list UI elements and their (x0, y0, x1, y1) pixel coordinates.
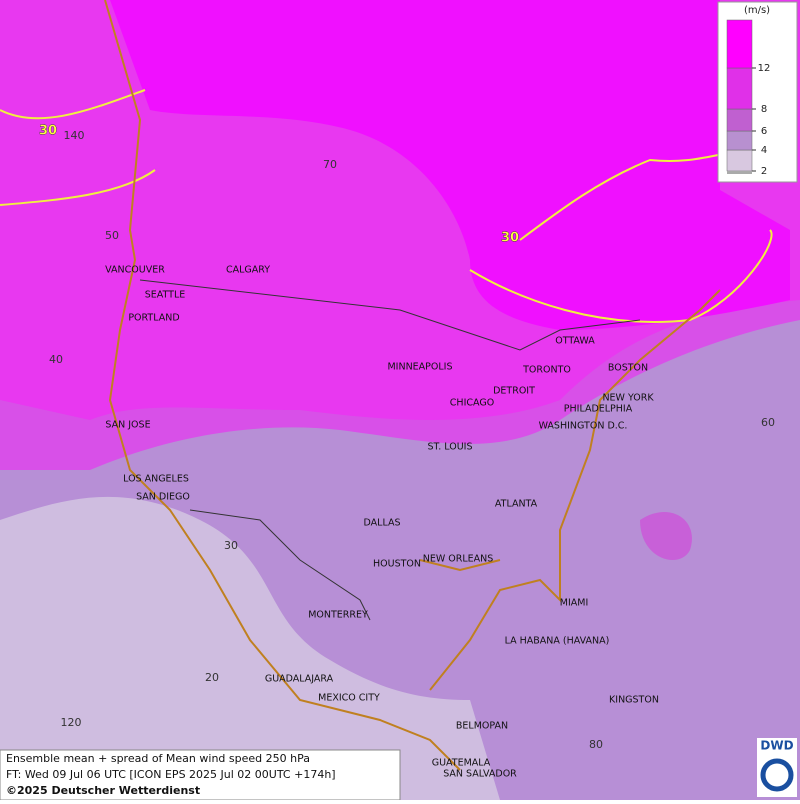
speed-band-max (110, 0, 790, 330)
city-label: NEW YORK (602, 393, 654, 404)
city-label: KINGSTON (609, 695, 659, 706)
city-label: SEATTLE (145, 290, 186, 301)
city-label: OTTAWA (555, 336, 595, 347)
footer-forecast: FT: Wed 09 Jul 06 UTC [ICON EPS 2025 Jul… (6, 768, 336, 781)
logo-icon (760, 758, 794, 792)
grid-label: 40 (49, 353, 63, 366)
city-label: CHICAGO (450, 398, 494, 409)
legend-swatch (726, 149, 753, 172)
city-label: PHILADELPHIA (564, 404, 633, 415)
border (139, 279, 641, 621)
legend-unit: (m/s) (744, 5, 770, 16)
contour-label: 30 (39, 124, 57, 139)
city-label: MEXICO CITY (318, 693, 380, 704)
city-label: LOS ANGELES (123, 474, 189, 485)
city-label: NEW ORLEANS (423, 554, 494, 565)
city-label: PORTLAND (128, 313, 179, 324)
legend-swatch (726, 130, 753, 151)
legend-swatch (726, 108, 753, 132)
city-label: HOUSTON (373, 559, 421, 570)
city-label: DETROIT (493, 386, 535, 397)
city-label: SAN SALVADOR (443, 769, 517, 780)
city-label: DALLAS (364, 518, 401, 529)
city-label: GUADALAJARA (265, 674, 334, 685)
footer-title: Ensemble mean + spread of Mean wind spee… (6, 752, 310, 765)
speed-band-low (0, 496, 500, 800)
legend-swatch (726, 67, 753, 110)
grid-label: 60 (761, 416, 775, 429)
grid-label: 120 (61, 716, 82, 729)
city-label: WASHINGTON D.C. (539, 421, 628, 432)
city-label: TORONTO (522, 365, 571, 376)
grid-label: 140 (64, 129, 85, 142)
coastline (104, 0, 721, 771)
city-label: LA HABANA (HAVANA) (505, 636, 610, 647)
city-label: SAN JOSE (105, 420, 150, 431)
logo-text: DWD (760, 739, 793, 753)
city-label: BOSTON (608, 363, 648, 374)
city-label: MINNEAPOLIS (387, 362, 452, 373)
city-label: MONTERREY (308, 610, 368, 621)
contour-label: 30 (501, 231, 519, 246)
city-label: SAN DIEGO (136, 492, 190, 503)
grid-label: 80 (589, 738, 603, 751)
legend-tick-label: 6 (761, 126, 767, 137)
city-label: ATLANTA (495, 499, 538, 510)
city-label: GUATEMALA (432, 758, 491, 769)
legend: (m/s) 2 4 6 8 12 (717, 1, 798, 183)
legend-swatch (727, 171, 752, 174)
contour-30 (0, 89, 773, 323)
legend-tick-label: 12 (758, 63, 771, 74)
grid-label: 70 (323, 158, 337, 171)
city-label: MIAMI (560, 598, 589, 609)
grid-label: 50 (105, 229, 119, 242)
footer-copyright: ©2025 Deutscher Wetterdienst (6, 784, 200, 797)
city-label: VANCOUVER (105, 265, 165, 276)
grid-label: 30 (224, 539, 238, 552)
speed-patch (640, 511, 692, 560)
legend-swatch (726, 19, 753, 69)
legend-tick-label: 2 (761, 166, 767, 177)
grid-label: 20 (205, 671, 219, 684)
city-label: ST. LOUIS (428, 442, 473, 453)
city-label: CALGARY (226, 265, 270, 276)
city-label: BELMOPAN (456, 721, 508, 732)
legend-tick-label: 8 (761, 104, 767, 115)
legend-tick-label: 4 (761, 145, 767, 156)
